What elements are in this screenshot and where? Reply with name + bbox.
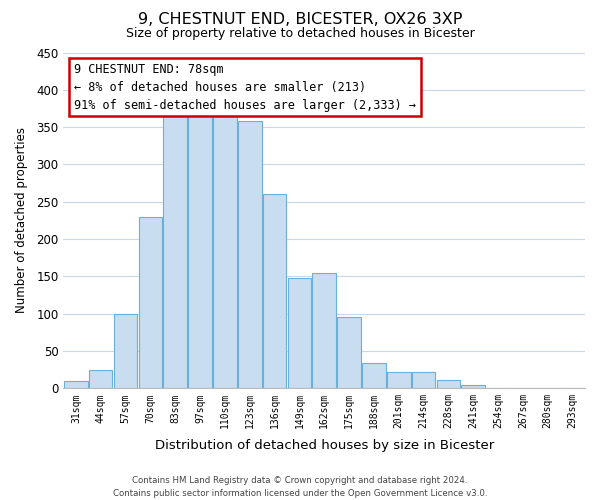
Bar [313,272,336,388]
Y-axis label: Number of detached properties: Number of detached properties [15,128,28,314]
Bar [287,278,311,388]
Bar [163,116,187,388]
Text: Size of property relative to detached houses in Bicester: Size of property relative to detached ho… [125,28,475,40]
Bar [362,363,386,388]
Bar [412,372,436,388]
Bar [89,370,112,388]
Bar [213,110,236,388]
Bar [114,314,137,388]
Text: 9 CHESTNUT END: 78sqm
← 8% of detached houses are smaller (213)
91% of semi-deta: 9 CHESTNUT END: 78sqm ← 8% of detached h… [74,62,416,112]
Text: Contains HM Land Registry data © Crown copyright and database right 2024.
Contai: Contains HM Land Registry data © Crown c… [113,476,487,498]
Bar [263,194,286,388]
Text: 9, CHESTNUT END, BICESTER, OX26 3XP: 9, CHESTNUT END, BICESTER, OX26 3XP [138,12,462,28]
X-axis label: Distribution of detached houses by size in Bicester: Distribution of detached houses by size … [155,440,494,452]
Bar [188,112,212,388]
Bar [238,121,262,388]
Bar [461,386,485,388]
Bar [387,372,410,388]
Bar [64,381,88,388]
Bar [337,318,361,388]
Bar [437,380,460,388]
Bar [139,216,162,388]
